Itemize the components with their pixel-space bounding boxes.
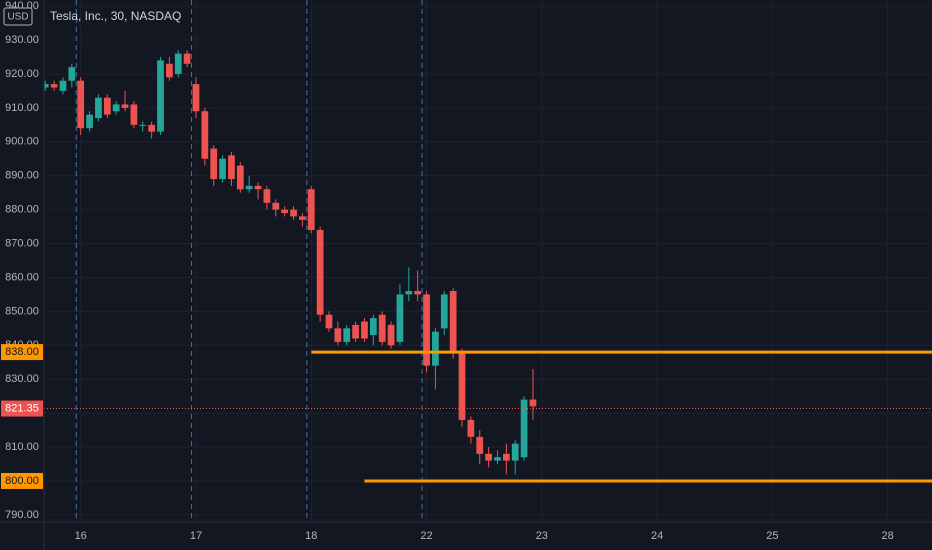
y-tick-label: 830.00 [5,373,39,385]
candle-body [458,352,466,420]
currency: USD [7,12,28,23]
candle-body [307,189,315,230]
x-tick-label: 24 [651,530,663,542]
candle-body [387,324,395,346]
price-axis-bg [0,0,44,522]
candle-body [68,67,76,81]
candle-body [112,104,120,112]
candle-body [476,436,484,454]
last-price-label: 821.35 [5,402,39,414]
candle-body [325,314,333,329]
x-tick-label: 18 [305,530,317,542]
y-tick-label: 850.00 [5,305,39,317]
candle-body [378,314,386,342]
x-tick-label: 28 [882,530,894,542]
y-tick-label: 860.00 [5,271,39,283]
candle-body [299,216,306,220]
grid [44,0,932,522]
candle-body [236,165,244,190]
price-label: 800.00 [5,475,39,487]
candle-body [183,53,191,64]
price-label-box [1,344,43,361]
candle-body [130,104,138,125]
x-tick-label: 23 [536,530,548,542]
y-tick-label: 900.00 [5,136,39,148]
candle-body [228,155,235,180]
candle-body [121,104,129,108]
candle-body [485,453,492,461]
candle-body [405,291,413,295]
candle-body [95,97,102,119]
candle-body [210,148,218,180]
y-tick-label: 790.00 [5,509,39,521]
y-tick-label: 890.00 [5,170,39,182]
candle-body [219,158,226,180]
price-label-box [1,472,43,489]
plot [32,50,932,483]
candle-body [41,84,49,88]
candle-body [245,185,253,190]
x-tick-label: 17 [190,530,202,542]
candle-body [174,53,182,74]
candle-body [423,294,430,366]
candle-body [201,111,209,159]
candle-body [50,84,58,88]
candle-body [414,291,422,295]
candle-body [334,328,342,342]
candle-body [148,124,156,132]
chart-title: Tesla, Inc., 30, NASDAQ [50,9,181,23]
candle-body [343,328,351,342]
candle-body [59,80,67,91]
price-label: 838.00 [5,346,39,358]
candle-body [103,97,111,115]
y-tick-label: 880.00 [5,204,39,216]
candle-body [449,291,457,353]
candle-body [290,209,297,217]
candle-body [166,63,173,78]
y-tick-label: 910.00 [5,102,39,114]
x-tick-label: 16 [75,530,87,542]
candle-body [192,84,200,112]
candle-body [361,321,368,339]
candle-body [86,114,93,129]
candle-body [263,189,271,203]
last-price-box [1,400,43,417]
candle-body [529,399,537,407]
candle-body [352,324,359,339]
y-tick-label: 870.00 [5,237,39,249]
y-tick-label: 810.00 [5,441,39,453]
candle-body [467,419,475,437]
candle-body [369,318,377,336]
currency-box [3,7,33,26]
candle-body [511,443,519,461]
candle-body [396,294,404,342]
candle-body [254,185,262,190]
candle-body [494,457,501,461]
candle-body [272,202,280,210]
candle-body [77,80,85,129]
candle-body [432,331,439,366]
candle-body [157,60,164,132]
x-tick-label: 22 [420,530,432,542]
candle-body [281,209,289,214]
x-tick-label: 25 [766,530,778,542]
candle-body [316,229,324,315]
candle-body [440,294,448,329]
y-tick-label: 930.00 [5,34,39,46]
candle-body [139,124,147,126]
y-tick-label: 920.00 [5,68,39,80]
candle-body [502,453,510,461]
candle-body [520,399,528,458]
